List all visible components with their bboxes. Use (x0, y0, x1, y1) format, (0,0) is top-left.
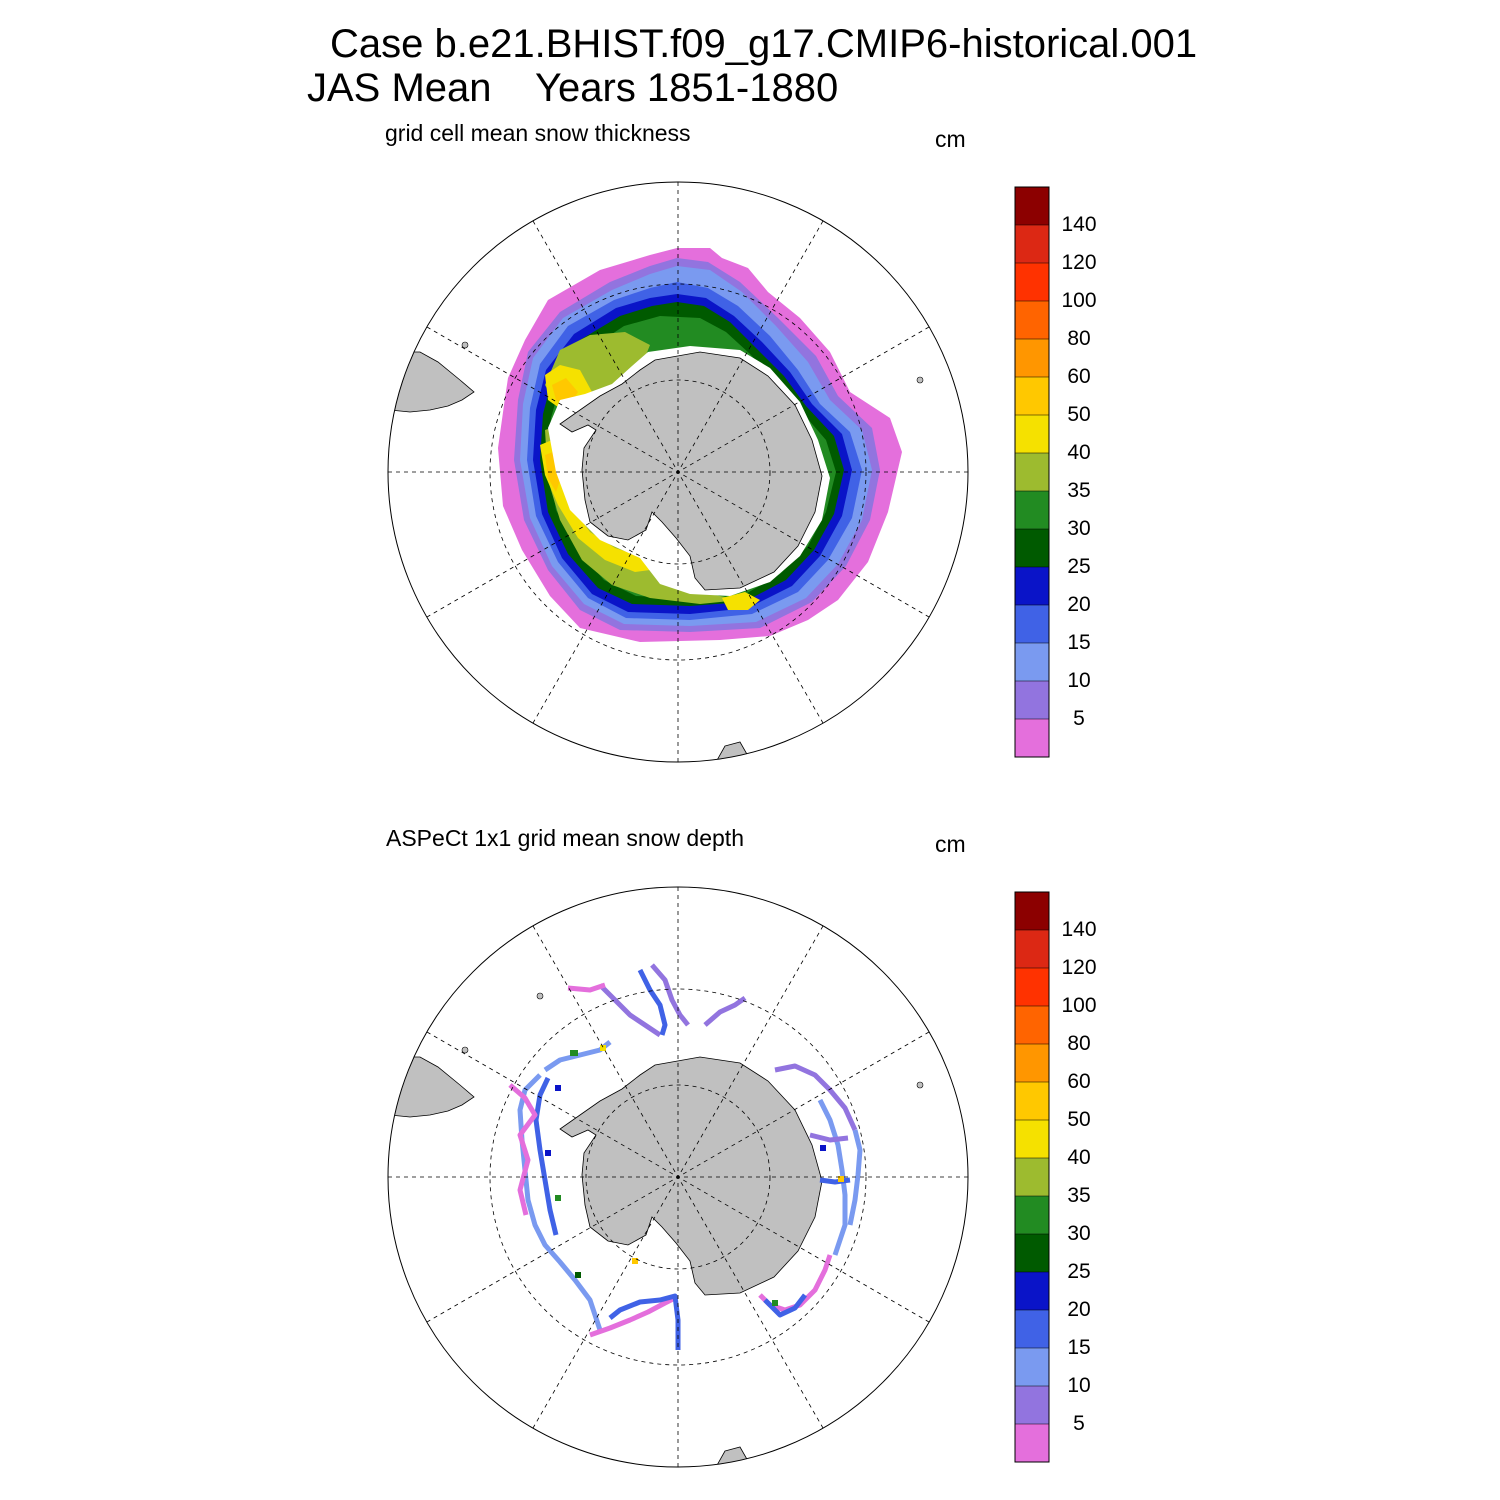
colorbar-tick-label: 60 (1067, 365, 1091, 388)
panel-1-title: grid cell mean snow thickness (385, 120, 691, 146)
snow-band-40-50 (722, 592, 760, 610)
map-frame (387, 181, 969, 763)
colorbar-swatch (1015, 1120, 1049, 1158)
colorbar-swatch (1015, 1272, 1049, 1310)
colorbar-tick-label: 100 (1061, 994, 1097, 1017)
panel-2-title: ASPeCt 1x1 grid mean snow depth (386, 825, 744, 851)
south-america-tip (388, 1056, 475, 1118)
antarctica-landmass (559, 351, 823, 591)
colorbar-tick-label: 80 (1067, 327, 1091, 350)
colorbar-tick-label: 100 (1061, 289, 1097, 312)
colorbar-tick-label: 140 (1061, 918, 1097, 941)
colorbar-swatch (1015, 377, 1049, 415)
colorbar-swatch (1015, 453, 1049, 491)
case-title: Case b.e21.BHIST.f09_g17.CMIP6-historica… (330, 22, 1198, 66)
colorbar-swatch (1015, 1310, 1049, 1348)
colorbar-tick-label: 40 (1067, 441, 1091, 464)
colorbar-swatch (1015, 1424, 1049, 1462)
colorbar-tick-label: 20 (1067, 1298, 1091, 1321)
colorbar-swatch (1015, 1158, 1049, 1196)
colorbar-1 (1014, 186, 1050, 758)
colorbar-swatch (1015, 1006, 1049, 1044)
island (536, 992, 544, 1000)
colorbar-swatch (1015, 643, 1049, 681)
colorbar-tick-label: 140 (1061, 213, 1097, 236)
colorbar-swatch (1015, 1082, 1049, 1120)
colorbar-swatch (1015, 681, 1049, 719)
panel-1-unit: cm (935, 126, 966, 152)
graticule (388, 887, 968, 1467)
colorbar-swatch (1015, 1196, 1049, 1234)
colorbar-swatch (1015, 605, 1049, 643)
ship-tracks (508, 963, 863, 1350)
season-label: JAS Mean (307, 66, 492, 110)
colorbar-tick-label: 80 (1067, 1032, 1091, 1055)
colorbar-swatch (1015, 930, 1049, 968)
colorbar-swatch (1015, 491, 1049, 529)
colorbar-swatch (1015, 339, 1049, 377)
colorbar-tick-label: 25 (1067, 555, 1091, 578)
colorbar-tick-label: 15 (1067, 631, 1091, 654)
colorbar-swatch (1015, 1386, 1049, 1424)
colorbar-2 (1014, 891, 1050, 1463)
colorbar-swatch (1015, 567, 1049, 605)
colorbar-swatch (1015, 1044, 1049, 1082)
colorbar-swatch (1015, 968, 1049, 1006)
colorbar-tick-label: 60 (1067, 1070, 1091, 1093)
colorbar-tick-label: 35 (1067, 1184, 1091, 1207)
colorbar-tick-label: 15 (1067, 1336, 1091, 1359)
map-frame (387, 886, 969, 1468)
colorbar-tick-label: 10 (1067, 1374, 1091, 1397)
colorbar-tick-label: 50 (1067, 1108, 1091, 1131)
colorbar-tick-label: 30 (1067, 1222, 1091, 1245)
colorbar-tick-label: 120 (1061, 251, 1097, 274)
colorbar-swatch (1015, 719, 1049, 757)
colorbar-tick-label: 20 (1067, 593, 1091, 616)
colorbar-tick-label: 25 (1067, 1260, 1091, 1283)
colorbar-swatch (1015, 1348, 1049, 1386)
colorbar-tick-label: 30 (1067, 517, 1091, 540)
map-panel-1 (387, 181, 969, 763)
colorbar-tick-label: 5 (1073, 707, 1085, 730)
island (916, 1081, 924, 1089)
colorbar-swatch (1015, 301, 1049, 339)
graticule (388, 182, 968, 762)
island (461, 1046, 469, 1054)
antarctica-landmass (559, 1056, 823, 1296)
snow-band-50-60 (545, 452, 560, 492)
south-america-tip (388, 351, 475, 413)
colorbar-tick-label: 40 (1067, 1146, 1091, 1169)
colorbar-tick-label: 10 (1067, 669, 1091, 692)
island (461, 341, 469, 349)
snow-band-35-40 (545, 425, 740, 604)
colorbar-tick-label: 5 (1073, 1412, 1085, 1435)
colorbar-swatch (1015, 187, 1049, 225)
colorbar-swatch (1015, 225, 1049, 263)
island (916, 376, 924, 384)
ship-track-highlights (545, 1045, 844, 1306)
colorbar-tick-label: 35 (1067, 479, 1091, 502)
colorbar-swatch (1015, 263, 1049, 301)
map-panel-2 (387, 886, 969, 1468)
colorbar-swatch (1015, 415, 1049, 453)
colorbar-swatch (1015, 529, 1049, 567)
years-label: Years 1851-1880 (535, 66, 839, 110)
panel-2-unit: cm (935, 831, 966, 857)
colorbar-tick-label: 120 (1061, 956, 1097, 979)
colorbar-swatch (1015, 1234, 1049, 1272)
colorbar-tick-label: 50 (1067, 403, 1091, 426)
colorbar-swatch (1015, 892, 1049, 930)
